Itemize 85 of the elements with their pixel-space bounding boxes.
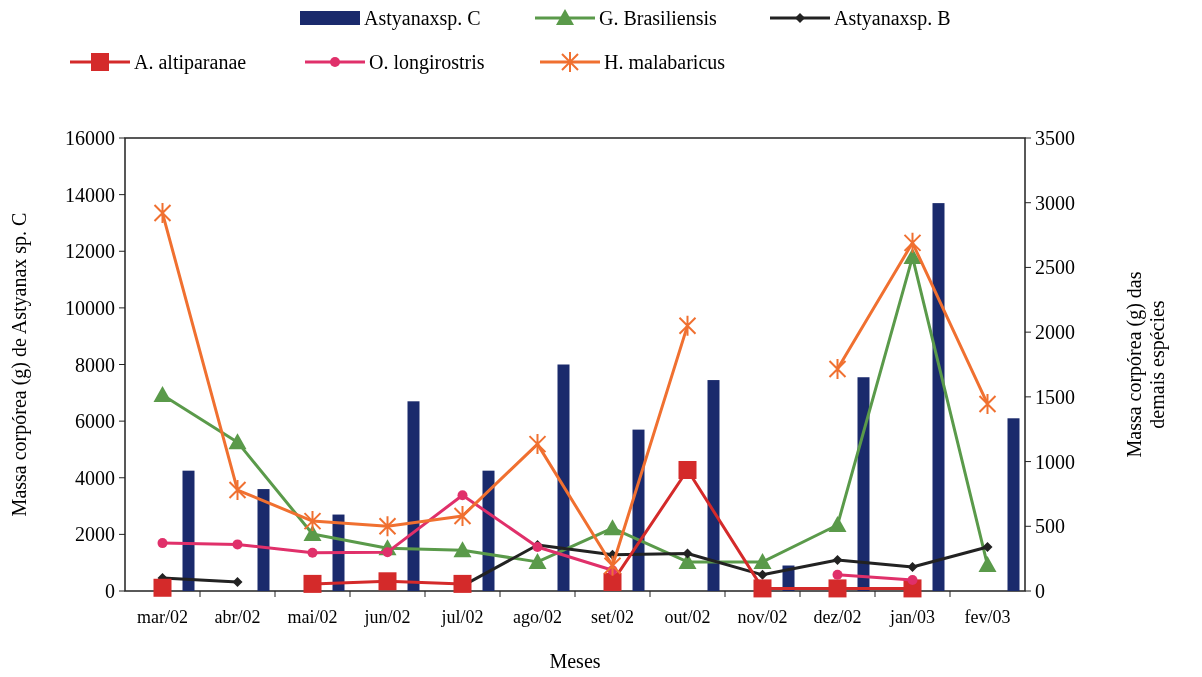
point [228,433,247,450]
point [678,460,697,479]
point [757,569,768,580]
y2-tick-label: 1500 [1035,385,1075,408]
point [753,552,772,569]
x-tick-label: abr/02 [214,607,261,627]
point [528,433,547,456]
x-tick-label: jun/02 [363,607,411,627]
point [307,547,318,558]
y2-tick-label: 2500 [1035,256,1075,279]
point [753,579,772,598]
point [678,314,697,337]
legend-label: O. longirostris [369,51,485,74]
point [978,392,997,415]
y-tick-label: 0 [105,580,115,602]
y2-tick-label: 500 [1035,515,1065,538]
y2-tick-label: 1000 [1035,450,1075,473]
point [907,562,918,573]
bar [1007,418,1020,591]
x-tick-label: mar/02 [137,607,188,627]
point [153,578,172,597]
point [832,569,843,580]
bar [707,380,720,591]
y2-tick-label: 0 [1035,580,1045,602]
y-axis-title: Massa corpórea (g) de Astyanax sp. C [8,212,31,517]
x-axis-title: Meses [549,650,601,672]
point [453,504,472,527]
y-tick-label: 16000 [65,127,115,149]
point [832,554,843,565]
point [907,575,918,585]
point [682,548,693,559]
point [603,519,622,536]
y-tick-label: 12000 [65,240,115,263]
point [303,574,322,593]
point [603,572,622,591]
x-tick-label: fev/03 [964,607,1011,627]
point [157,538,168,549]
x-tick-label: nov/02 [737,607,788,627]
point [232,539,243,550]
bar [557,364,570,591]
y2-tick-label: 3000 [1035,191,1075,214]
y-tick-label: 2000 [75,523,115,546]
point [903,231,922,254]
point [978,556,997,573]
y2-tick-label: 2000 [1035,321,1075,344]
point [153,202,172,225]
y-tick-label: 4000 [75,466,115,489]
x-tick-label: mai/02 [287,607,338,627]
legend-label: A. altiparanae [134,51,247,74]
point [153,385,172,402]
point [303,510,322,533]
x-tick-label: jan/03 [889,607,935,627]
y-tick-label: 8000 [75,353,115,376]
legend-label: G. Brasiliensis [599,7,717,29]
x-tick-label: dez/02 [813,607,862,627]
x-tick-label: set/02 [591,607,634,627]
point [378,572,397,591]
point [453,574,472,593]
legend-label: Astyanaxsp. B [834,7,951,30]
point [303,525,322,542]
x-tick-label: out/02 [664,607,711,627]
bar [257,489,270,591]
point [453,541,472,558]
point [603,554,622,577]
point [982,541,993,552]
y-tick-label: 6000 [75,410,115,433]
point [828,515,847,532]
y2-tick-label: 3500 [1035,127,1075,149]
point [232,576,243,587]
y-tick-label: 14000 [65,183,115,206]
bar [932,203,945,591]
bar [182,470,195,591]
x-tick-label: ago/02 [513,607,562,627]
point [528,552,547,569]
point [378,515,397,538]
point [457,490,468,501]
point [228,479,247,502]
y-tick-label: 10000 [65,296,115,319]
y2-axis-title: Massa corpórea (g) das demais espécies [1123,271,1169,458]
point [828,579,847,598]
bar [407,401,420,591]
point [828,358,847,381]
legend-label: Astyanaxsp. C [364,7,481,30]
x-tick-label: jul/02 [440,607,484,627]
legend-label: H. malabaricus [604,51,726,73]
